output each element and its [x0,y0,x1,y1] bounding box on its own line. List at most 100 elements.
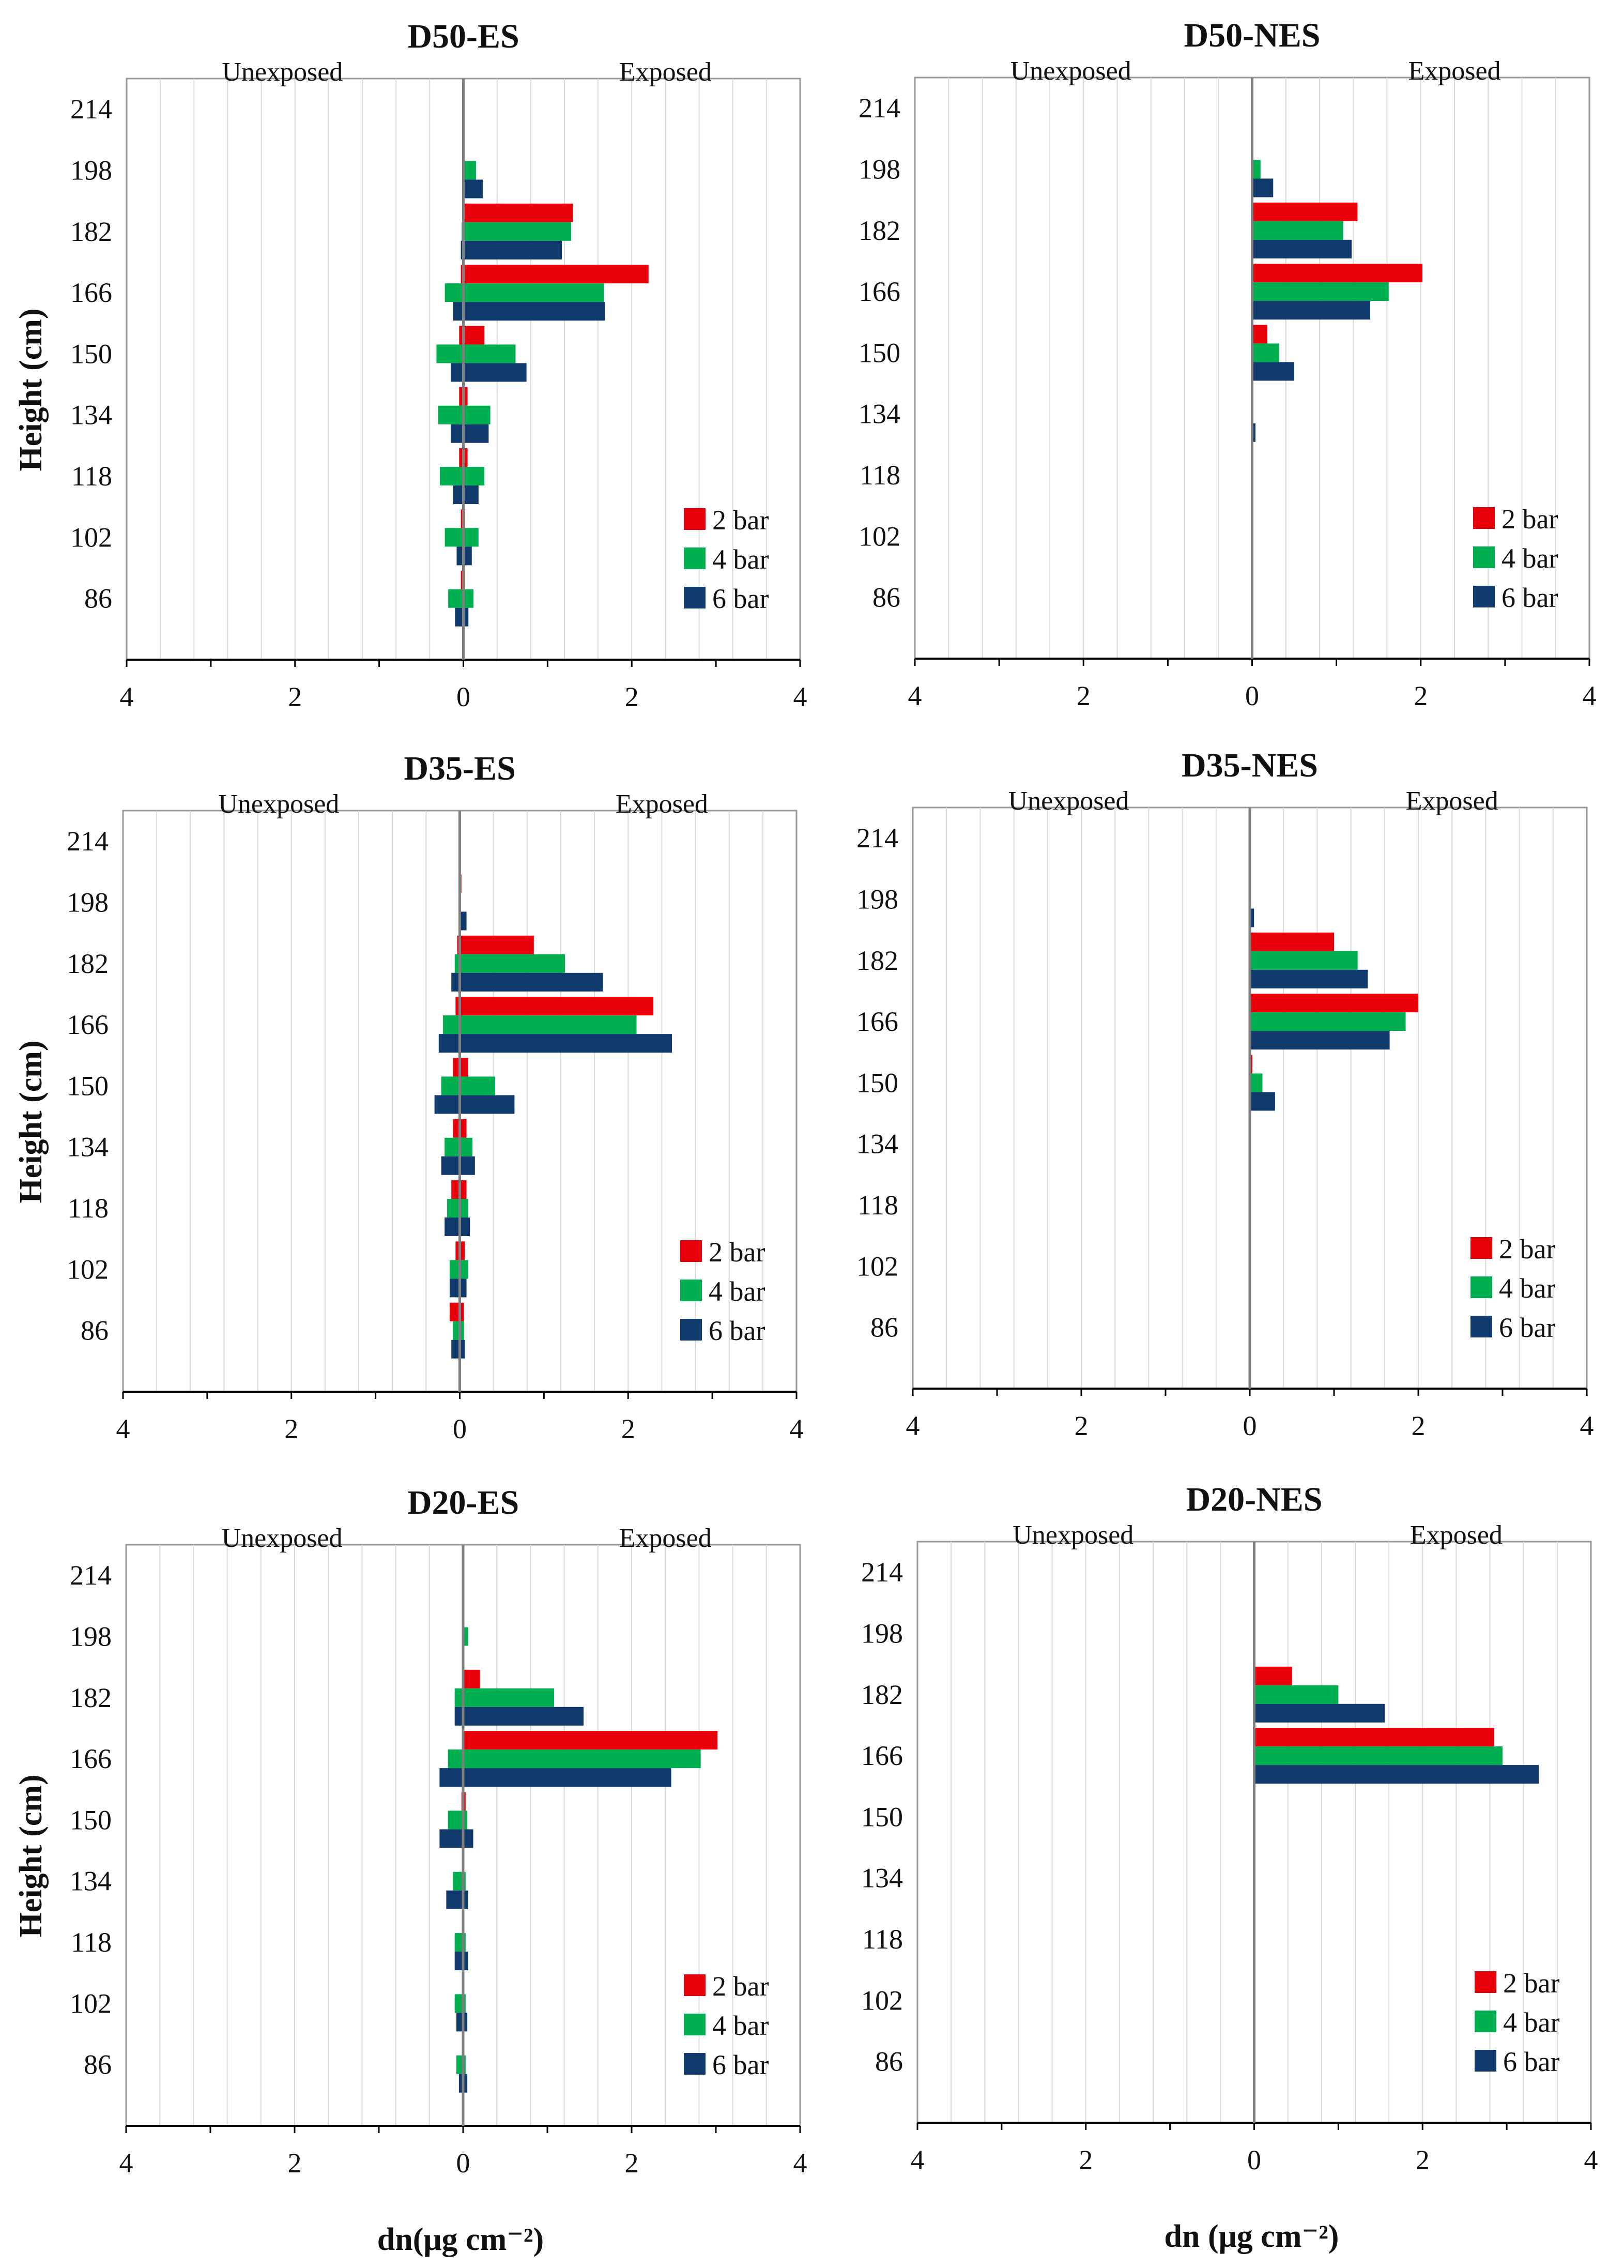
d35-nes-bar-exposed-4bar-166 [1250,1012,1406,1031]
d35-nes-y-tick-label: 118 [857,1190,898,1221]
d35-nes-y-tick-label: 86 [870,1312,898,1343]
d50-nes-x-tick-label: 0 [1245,680,1259,711]
d35-es-bar-exposed-2bar-182 [459,935,534,954]
d50-nes-x-tick-label: 2 [1077,680,1091,711]
d50-es-legend-label-6bar: 6 bar [712,583,769,614]
d20-es-bar-exposed-6bar-134 [463,1890,468,1909]
d50-es-bar-unexposed-2bar-118 [459,448,464,467]
d50-nes-bar-exposed-4bar-182 [1252,221,1343,240]
d20-es-bar-unexposed-4bar-134 [453,1871,463,1891]
d35-es-bar-exposed-2bar-118 [459,1180,467,1199]
d50-es-bar-exposed-6bar-150 [463,363,527,382]
d20-nes-bar-exposed-4bar-182 [1254,1685,1339,1704]
d50-es-exposed-label: Exposed [619,57,712,87]
d20-es-exposed-label: Exposed [619,1524,712,1553]
d35-es-bar-exposed-6bar-102 [459,1278,467,1298]
d35-nes-bar-exposed-6bar-198 [1250,908,1254,927]
d20-es-legend-label-2bar: 2 bar [712,1971,769,2002]
d20-es-bar-unexposed-4bar-150 [448,1810,463,1830]
d50-es-bar-unexposed-6bar-86 [455,607,464,627]
d20-nes-bar-exposed-4bar-166 [1254,1746,1503,1765]
d50-nes-y-tick-label: 150 [859,337,900,368]
d50-nes-bar-exposed-6bar-198 [1252,178,1274,197]
d35-es-bar-unexposed-6bar-134 [441,1156,460,1175]
d50-es-legend-swatch-6bar [684,587,706,608]
d20-es-bar-unexposed-4bar-118 [454,1933,463,1952]
d20-es-bar-unexposed-4bar-182 [454,1688,463,1707]
d20-nes-legend-swatch-2bar [1475,1971,1496,1993]
d35-nes-legend-label-4bar: 4 bar [1499,1273,1555,1304]
d35-es-bar-exposed-6bar-134 [459,1156,475,1175]
d50-es-bar-exposed-2bar-166 [463,265,649,284]
d20-nes-exposed-label: Exposed [1410,1520,1503,1550]
d20-nes-bar-exposed-6bar-182 [1254,1703,1385,1723]
d20-es-bar-exposed-6bar-150 [463,1829,473,1848]
d50-es-y-axis-label: Height (cm) [13,308,49,471]
d50-es-x-tick-label: 2 [288,681,302,712]
d50-es-bar-exposed-6bar-86 [463,607,469,627]
d20-es-bar-unexposed-6bar-102 [456,2013,463,2032]
d50-es-bar-exposed-4bar-182 [463,222,571,241]
d50-nes-y-tick-label: 102 [859,521,900,552]
d50-es-bar-unexposed-6bar-102 [456,546,464,566]
d35-es-bar-exposed-2bar-86 [459,1302,464,1321]
d35-es-y-tick-label: 86 [81,1315,109,1346]
d20-nes-x-tick-label: 0 [1247,2144,1261,2175]
d20-es-y-tick-label: 134 [70,1866,112,1897]
d35-es-legend-label-2bar: 2 bar [709,1237,765,1268]
d50-nes-bar-exposed-6bar-166 [1252,301,1370,320]
d35-es-x-tick-label: 0 [453,1413,467,1444]
d20-es-y-axis-label: Height (cm) [13,1774,49,1937]
d50-nes-title: D50-NES [1184,17,1320,54]
d35-es-y-tick-label: 118 [68,1193,109,1224]
d50-es-bar-unexposed-2bar-150 [459,326,464,345]
d50-nes-y-tick-label: 86 [872,582,900,613]
d35-nes-y-tick-label: 150 [856,1067,898,1098]
d35-es-legend-label-4bar: 4 bar [709,1276,765,1307]
d20-nes-legend-label-4bar: 4 bar [1503,2007,1559,2038]
d50-nes-y-tick-label: 214 [859,93,900,124]
d20-es-y-tick-label: 150 [70,1804,112,1835]
d35-es-y-axis-label: Height (cm) [13,1040,49,1203]
d35-es-bar-unexposed-2bar-134 [453,1119,460,1138]
d50-es-bar-unexposed-2bar-134 [459,387,464,406]
d35-es-bar-unexposed-6bar-118 [445,1217,460,1237]
d50-nes-exposed-label: Exposed [1408,56,1500,86]
d35-es-y-tick-label: 102 [67,1254,109,1285]
d50-es-y-tick-label: 150 [70,338,112,369]
d35-es-bar-exposed-2bar-102 [459,1241,465,1260]
d20-nes-bar-exposed-2bar-166 [1254,1728,1494,1747]
d50-es-y-tick-label: 102 [70,522,112,553]
d50-nes-bar-exposed-6bar-150 [1252,362,1295,381]
d50-es-bar-exposed-4bar-198 [463,161,476,180]
d35-nes-legend-label-6bar: 6 bar [1499,1312,1555,1343]
d50-es-bar-exposed-4bar-134 [463,405,491,424]
d35-es-bar-unexposed-6bar-86 [451,1340,460,1359]
d35-es-bar-unexposed-2bar-102 [455,1241,460,1260]
d35-nes-y-tick-label: 198 [856,884,898,915]
d50-es-legend-swatch-4bar [684,547,706,569]
d35-es-title: D35-ES [404,750,515,787]
d50-nes-unexposed-label: Unexposed [1010,56,1131,86]
d20-nes-y-tick-label: 86 [875,2046,903,2077]
d20-es-x-tick-label: 2 [288,2148,302,2179]
d20-es-x-axis-label: dn(μg cm⁻²) [377,2222,544,2257]
d35-es-bar-unexposed-4bar-134 [445,1137,460,1156]
d20-es-bar-exposed-6bar-102 [463,2013,468,2032]
d20-es-bar-exposed-4bar-166 [463,1749,701,1769]
d50-nes-legend-swatch-2bar [1473,507,1495,529]
d20-nes-y-tick-label: 198 [861,1618,903,1649]
d35-es-y-tick-label: 166 [67,1009,109,1040]
d20-es-y-tick-label: 166 [70,1743,112,1774]
d50-es-bar-exposed-6bar-118 [463,485,479,505]
d35-nes-x-tick-label: 2 [1412,1410,1426,1441]
d50-es-bar-exposed-2bar-134 [463,387,468,406]
d50-es-bar-unexposed-6bar-150 [451,363,464,382]
d50-es-bar-exposed-4bar-166 [463,283,604,302]
d20-nes-y-tick-label: 134 [861,1863,903,1894]
d50-es-bar-exposed-6bar-182 [463,240,562,260]
d20-nes-y-tick-label: 214 [861,1557,903,1588]
d20-es-y-tick-label: 214 [70,1560,112,1591]
d50-es-y-tick-label: 166 [70,277,112,308]
d35-es-bar-exposed-4bar-118 [459,1199,468,1218]
